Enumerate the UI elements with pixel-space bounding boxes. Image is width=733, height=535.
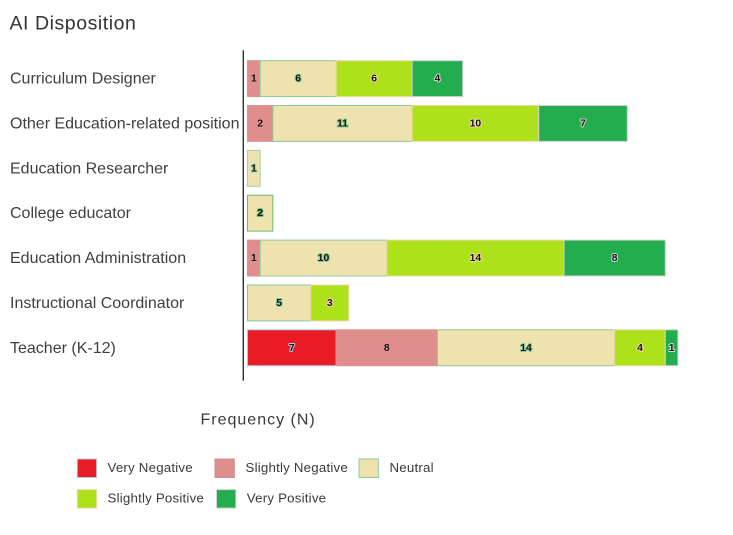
svg-text:1: 1 [669,343,675,354]
svg-text:4: 4 [435,74,441,85]
svg-text:11: 11 [337,118,348,129]
svg-text:8: 8 [384,343,390,354]
svg-text:1: 1 [251,74,257,85]
svg-text:7: 7 [289,343,295,354]
svg-text:Instructional Coordinator: Instructional Coordinator [10,295,185,312]
svg-text:1: 1 [251,163,257,174]
svg-text:Slightly Negative: Slightly Negative [246,460,348,475]
svg-text:8: 8 [612,253,618,264]
svg-text:Very Negative: Very Negative [108,460,193,475]
svg-text:Neutral: Neutral [390,460,434,475]
svg-text:10: 10 [470,118,482,129]
svg-text:Slightly Positive: Slightly Positive [108,490,205,505]
svg-text:6: 6 [295,74,301,85]
svg-text:1: 1 [251,253,257,264]
svg-text:10: 10 [318,253,330,264]
svg-text:Education Administration: Education Administration [10,250,186,267]
svg-text:4: 4 [637,343,643,354]
svg-text:Frequency (N): Frequency (N) [201,412,316,429]
svg-text:3: 3 [327,298,333,309]
svg-text:Teacher (K-12): Teacher (K-12) [10,340,116,357]
svg-text:6: 6 [371,74,377,85]
svg-text:14: 14 [520,343,532,354]
svg-text:2: 2 [257,208,263,219]
svg-text:Curriculum Designer: Curriculum Designer [10,71,156,88]
svg-text:7: 7 [580,118,586,129]
svg-text:14: 14 [470,253,482,264]
svg-text:Very Positive: Very Positive [247,490,326,505]
svg-text:College educator: College educator [10,205,132,222]
svg-text:Education Researcher: Education Researcher [10,160,169,177]
svg-text:Other Education-related positi: Other Education-related position [10,115,239,132]
svg-text:AI Disposition: AI Disposition [10,13,137,35]
svg-text:5: 5 [276,298,282,309]
svg-text:2: 2 [257,118,263,129]
